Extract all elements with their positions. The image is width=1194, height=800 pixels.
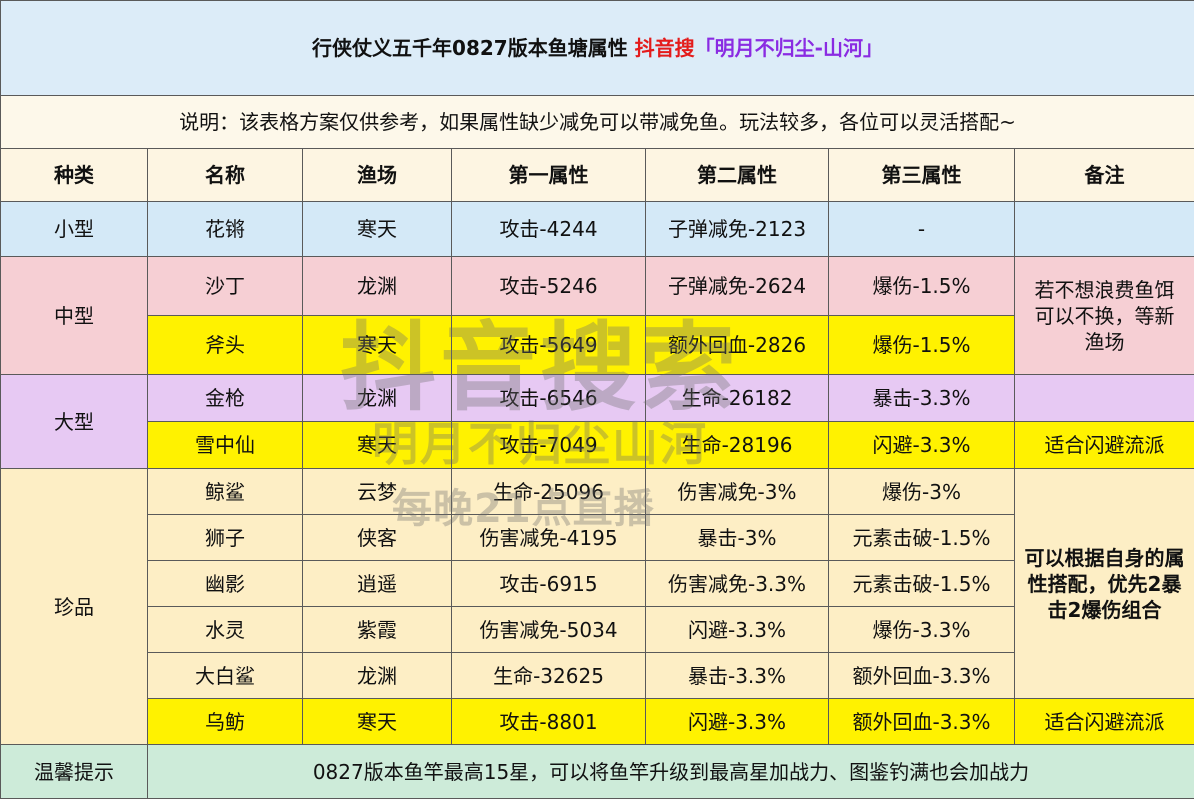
- fish-attr1: 生命-32625: [451, 652, 646, 699]
- fish-attr2: 闪避-3.3%: [645, 698, 829, 745]
- header-place: 渔场: [302, 148, 452, 202]
- fish-attr2: 生命-26182: [645, 374, 829, 422]
- header-row: 种类 名称 渔场 第一属性 第二属性 第三属性 备注: [0, 148, 1194, 202]
- fish-attr3: 额外回血-3.3%: [828, 698, 1015, 745]
- fish-attr3: 爆伤-3%: [828, 468, 1015, 515]
- remark-rare: 可以根据自身的属性搭配，优先2暴击2爆伤组合: [1013, 468, 1194, 699]
- table-row: 狮子 侠客 伤害减免-4195 暴击-3% 元素击破-1.5%: [0, 514, 1194, 561]
- fish-place: 寒天: [302, 421, 452, 469]
- footer-label: 温馨提示: [0, 744, 148, 799]
- note-text: 说明：该表格方案仅供参考，如果属性缺少减免可以带减免鱼。玩法较多，各位可以灵活搭…: [0, 95, 1194, 149]
- fish-attr3: 爆伤-3.3%: [828, 606, 1015, 653]
- fish-attr1: 伤害减免-5034: [451, 606, 646, 653]
- page-title: 行侠仗义五千年0827版本鱼塘属性 抖音搜「明月不归尘-山河」: [0, 0, 1194, 96]
- fish-attr1: 攻击-5649: [451, 315, 646, 375]
- category-large: 大型: [0, 374, 148, 469]
- header-attr1: 第一属性: [451, 148, 646, 202]
- table-row: 中型 沙丁 龙渊 攻击-5246 子弹减免-2624 爆伤-1.5% 若不想浪费…: [0, 256, 1194, 375]
- fish-attr1: 攻击-8801: [451, 698, 646, 745]
- fish-name: 大白鲨: [147, 652, 303, 699]
- fish-attr2: 闪避-3.3%: [645, 606, 829, 653]
- fish-place: 寒天: [302, 201, 452, 257]
- remark-empty: [1013, 201, 1194, 257]
- fish-place: 云梦: [302, 468, 452, 515]
- table-row: 雪中仙 寒天 攻击-7049 生命-28196 闪避-3.3% 适合闪避流派: [0, 421, 1194, 469]
- fish-name: 沙丁: [147, 256, 303, 316]
- table-row: 斧头 寒天 攻击-5649 额外回血-2826 爆伤-1.5%: [1, 315, 1194, 375]
- title-platform: 抖音搜: [634, 36, 695, 60]
- fish-name: 水灵: [147, 606, 303, 653]
- fish-attr3: 暴击-3.3%: [828, 374, 1015, 422]
- fish-attr1: 攻击-7049: [451, 421, 646, 469]
- category-medium: 中型: [0, 256, 148, 375]
- fish-name: 狮子: [147, 514, 303, 561]
- remark-rare-text: 可以根据自身的属性搭配，优先2暴击2爆伤组合: [1024, 545, 1185, 622]
- title-account: 「明月不归尘-山河」: [694, 36, 883, 60]
- remark-dodge-1: 适合闪避流派: [1013, 421, 1194, 469]
- fish-attr2: 子弹减免-2624: [645, 256, 829, 316]
- fish-attr3: 元素击破-1.5%: [828, 560, 1015, 607]
- fish-place: 逍遥: [302, 560, 452, 607]
- fish-name: 鲸鲨: [147, 468, 303, 515]
- table-row: 水灵 紫霞 伤害减免-5034 闪避-3.3% 爆伤-3.3%: [0, 606, 1194, 653]
- table-row: 珍品 鲸鲨 云梦 生命-25096 伤害减免-3% 爆伤-3% 可以根据自身的属…: [0, 468, 1194, 745]
- fish-name: 金枪: [147, 374, 303, 422]
- fish-attr3: 闪避-3.3%: [828, 421, 1015, 469]
- fish-place: 龙渊: [302, 652, 452, 699]
- remark-medium-text: 若不想浪费鱼饵可以不换，等新渔场: [1034, 277, 1175, 354]
- fish-attr1: 伤害减免-4195: [451, 514, 646, 561]
- table-row: 乌鲂 寒天 攻击-8801 闪避-3.3% 额外回血-3.3% 适合闪避流派: [0, 698, 1194, 745]
- fish-name: 幽影: [147, 560, 303, 607]
- fish-attr2: 暴击-3%: [645, 514, 829, 561]
- fish-place: 龙渊: [302, 374, 452, 422]
- fish-place: 侠客: [302, 514, 452, 561]
- fish-place: 寒天: [302, 698, 452, 745]
- header-type: 种类: [0, 148, 148, 202]
- fish-place: 龙渊: [302, 256, 452, 316]
- fish-attr3: 爆伤-1.5%: [828, 315, 1015, 375]
- fish-attr1: 攻击-6915: [451, 560, 646, 607]
- header-remark: 备注: [1013, 148, 1194, 202]
- remark-medium: 若不想浪费鱼饵可以不换，等新渔场: [1013, 256, 1194, 375]
- title-main: 行侠仗义五千年0827版本鱼塘属性: [312, 36, 628, 60]
- fish-name: 雪中仙: [147, 421, 303, 469]
- fish-attr2: 伤害减免-3.3%: [645, 560, 829, 607]
- table-row: 小型 花锵 寒天 攻击-4244 子弹减免-2123 -: [0, 201, 1194, 257]
- fish-attr1: 攻击-4244: [451, 201, 646, 257]
- fish-attr1: 攻击-6546: [451, 374, 646, 422]
- fish-attr3: 元素击破-1.5%: [828, 514, 1015, 561]
- fish-name: 花锵: [147, 201, 303, 257]
- fish-attr1: 生命-25096: [451, 468, 646, 515]
- header-attr3: 第三属性: [828, 148, 1015, 202]
- fish-attr1: 攻击-5246: [451, 256, 646, 316]
- remark-empty: [1013, 374, 1194, 422]
- fish-place: 寒天: [302, 315, 452, 375]
- fish-name: 乌鲂: [147, 698, 303, 745]
- footer-row: 温馨提示 0827版本鱼竿最高15星，可以将鱼竿升级到最高星加战力、图鉴钓满也会…: [0, 744, 1194, 799]
- category-rare: 珍品: [0, 468, 148, 745]
- fish-attr3: 爆伤-1.5%: [828, 256, 1015, 316]
- fish-attr2: 伤害减免-3%: [645, 468, 829, 515]
- fish-attr2: 暴击-3.3%: [645, 652, 829, 699]
- header-attr2: 第二属性: [645, 148, 829, 202]
- footer-text: 0827版本鱼竿最高15星，可以将鱼竿升级到最高星加战力、图鉴钓满也会加战力: [146, 744, 1194, 799]
- fish-attr3: -: [828, 201, 1015, 257]
- fish-attr3: 额外回血-3.3%: [828, 652, 1015, 699]
- fish-place: 紫霞: [302, 606, 452, 653]
- table-row: 大白鲨 龙渊 生命-32625 暴击-3.3% 额外回血-3.3%: [0, 652, 1194, 699]
- category-small: 小型: [0, 201, 148, 257]
- table-row: 大型 金枪 龙渊 攻击-6546 生命-26182 暴击-3.3%: [0, 374, 1194, 469]
- fish-attr2: 子弹减免-2123: [645, 201, 829, 257]
- remark-dodge-2: 适合闪避流派: [1013, 698, 1194, 745]
- fish-name: 斧头: [147, 315, 303, 375]
- fish-attr2: 生命-28196: [645, 421, 829, 469]
- header-name: 名称: [147, 148, 303, 202]
- table-row: 幽影 逍遥 攻击-6915 伤害减免-3.3% 元素击破-1.5%: [0, 560, 1194, 607]
- fish-attr2: 额外回血-2826: [645, 315, 829, 375]
